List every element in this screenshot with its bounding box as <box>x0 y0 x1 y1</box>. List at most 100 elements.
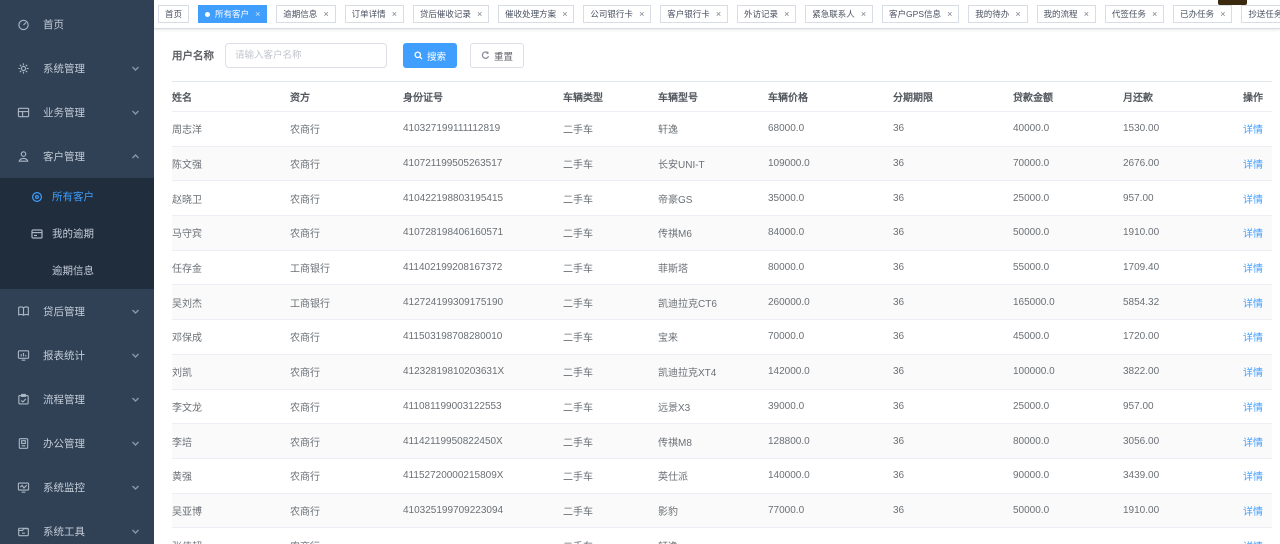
cell-vehicle_type: 二手车 <box>563 527 658 544</box>
tab-close-icon[interactable]: × <box>1015 8 1021 19</box>
sidebar-item-system-monitor[interactable]: 系统监控 <box>0 465 154 509</box>
tab-close-icon[interactable]: × <box>1151 8 1158 19</box>
cell-periods: 36 <box>893 423 1013 459</box>
tab-6[interactable]: 公司银行卡 × <box>583 5 652 23</box>
sidebar-item-office-mgmt[interactable]: 办公管理 <box>0 421 154 465</box>
cell-id_number: 41232819810203631X <box>403 354 563 390</box>
detail-link[interactable]: 详情 <box>1243 229 1263 241</box>
cell-action: 详情 <box>1243 180 1272 217</box>
table-body: 周志洋 农商行 410327199111112819 二手车 轩逸 68000.0 36 40… <box>172 111 1272 544</box>
tab-1[interactable]: 所有客户 × <box>198 5 268 23</box>
cell-id_number: 41142119950822450X <box>403 423 563 459</box>
detail-link[interactable]: 详情 <box>1243 264 1263 276</box>
tab-label: 公司银行卡 <box>590 9 633 19</box>
card-icon <box>31 228 43 240</box>
reset-button[interactable]: 重置 <box>470 43 525 68</box>
cell-price: 84000.0 <box>768 215 893 251</box>
tab-4[interactable]: 贷后催收记录 × <box>412 5 490 23</box>
grid-icon <box>17 106 30 119</box>
cell-vehicle_type: 二手车 <box>563 389 658 425</box>
tab-13[interactable]: 代签任务 × <box>1104 5 1165 23</box>
cell-monthly: 5854.32 <box>1123 284 1243 321</box>
sidebar-item-postloan-mgmt[interactable]: 贷后管理 <box>0 289 154 333</box>
tab-2[interactable]: 逾期信息 × <box>276 5 336 23</box>
tab-12[interactable]: 我的流程 × <box>1036 5 1096 23</box>
tab-close-icon[interactable]: × <box>562 8 568 19</box>
sidebar-item-process-mgmt[interactable]: 流程管理 <box>0 377 154 421</box>
detail-link[interactable]: 详情 <box>1243 368 1263 380</box>
cell-loan <box>1013 527 1123 544</box>
tab-close-icon[interactable]: × <box>255 8 261 19</box>
detail-link[interactable]: 详情 <box>1243 542 1263 544</box>
tab-close-icon[interactable]: × <box>947 8 953 19</box>
sidebar-item-business-mgmt[interactable]: 业务管理 <box>0 90 154 134</box>
cell-funder: 农商行 <box>290 146 403 182</box>
sidebar-item-system-mgmt[interactable]: 系统管理 <box>0 46 154 90</box>
detail-link[interactable]: 详情 <box>1243 472 1263 484</box>
tab-0[interactable]: 首页 <box>158 5 190 23</box>
chevron-down-icon <box>131 108 140 117</box>
tab-close-icon[interactable]: × <box>476 8 483 19</box>
table-row: 任存金 工商银行 411402199208167372 二手车 菲斯塔 80000.0 36… <box>172 250 1272 286</box>
column-header-8: 月还款 <box>1123 81 1243 112</box>
tab-10[interactable]: 客户GPS信息 × <box>882 5 960 23</box>
cell-loan: 100000.0 <box>1013 354 1123 390</box>
tab-close-icon[interactable]: × <box>784 8 790 19</box>
tab-15[interactable]: 抄送任务× <box>1241 5 1280 23</box>
detail-link[interactable]: 详情 <box>1243 333 1263 345</box>
tab-14[interactable]: 已办任务 × <box>1173 5 1233 23</box>
sidebar-item-system-tools[interactable]: 系统工具 <box>0 509 154 544</box>
cell-vehicle_model: 菲斯塔 <box>658 250 768 286</box>
detail-link[interactable]: 详情 <box>1243 402 1263 414</box>
cell-vehicle_type: 二手车 <box>563 354 658 390</box>
sidebar-item-customer-mgmt[interactable]: 客户管理 <box>0 134 154 178</box>
tab-5[interactable]: 催收处理方案 × <box>498 5 575 23</box>
cell-funder: 农商行 <box>290 527 403 544</box>
tab-close-icon[interactable]: × <box>860 8 867 19</box>
tab-close-icon[interactable]: × <box>391 8 397 19</box>
search-icon <box>414 51 423 60</box>
search-button[interactable]: 搜索 <box>403 43 458 68</box>
cell-action: 详情 <box>1243 354 1272 390</box>
tab-7[interactable]: 客户银行卡 × <box>660 5 728 23</box>
sidebar-item-home[interactable]: 首页 <box>0 2 154 46</box>
cell-name: 刘凯 <box>172 354 290 390</box>
tab-11[interactable]: 我的待办 × <box>968 5 1028 23</box>
tab-close-icon[interactable]: × <box>1083 8 1089 19</box>
detail-link[interactable]: 详情 <box>1243 298 1263 310</box>
chevron-down-icon <box>131 395 140 404</box>
tab-close-icon[interactable]: × <box>715 8 721 19</box>
tab-label: 订单详情 <box>351 9 386 19</box>
cell-name: 任存金 <box>172 250 290 286</box>
detail-link[interactable]: 详情 <box>1243 194 1263 206</box>
tab-9[interactable]: 紧急联系人 × <box>805 5 874 23</box>
sidebar-item-report-stats[interactable]: 报表统计 <box>0 333 154 377</box>
cell-action: 详情 <box>1243 423 1272 459</box>
sidebar-item-overdue-info[interactable]: 逾期信息 <box>0 252 154 289</box>
cell-id_number: 411503198708280010 <box>403 319 563 355</box>
cell-name: 马守宾 <box>172 215 290 251</box>
cell-periods: 36 <box>893 493 1013 529</box>
sidebar-item-all-customers[interactable]: 所有客户 <box>0 178 154 215</box>
cell-funder: 农商行 <box>290 423 403 459</box>
tab-close-icon[interactable]: × <box>638 8 645 19</box>
customer-name-input[interactable] <box>225 43 387 68</box>
sidebar-item-label: 业务管理 <box>43 106 85 119</box>
tab-close-icon[interactable]: × <box>1220 8 1226 19</box>
sidebar-item-my-overdue[interactable]: 我的逾期 <box>0 215 154 252</box>
tab-3[interactable]: 订单详情 × <box>344 5 404 23</box>
cell-price: 70000.0 <box>768 319 893 355</box>
detail-link[interactable]: 详情 <box>1243 437 1263 449</box>
tab-close-icon[interactable]: × <box>323 8 329 19</box>
cell-id_number: 410327199111112819 <box>403 111 563 147</box>
detail-link[interactable]: 详情 <box>1243 506 1263 518</box>
detail-link[interactable]: 详情 <box>1243 125 1263 137</box>
main-area: 首页 所有客户 × 逾期信息 × 订单详情 × 贷后催收记录 × 催收处理方案 × 公司银行卡 × 客户银… <box>154 0 1280 544</box>
tab-8[interactable]: 外访记录 × <box>736 5 797 23</box>
cell-periods: 36 <box>893 458 1013 494</box>
detail-link[interactable]: 详情 <box>1243 160 1263 172</box>
chevron-down-icon <box>131 351 140 360</box>
cell-price: 80000.0 <box>768 250 893 286</box>
cell-funder: 工商银行 <box>290 250 403 286</box>
